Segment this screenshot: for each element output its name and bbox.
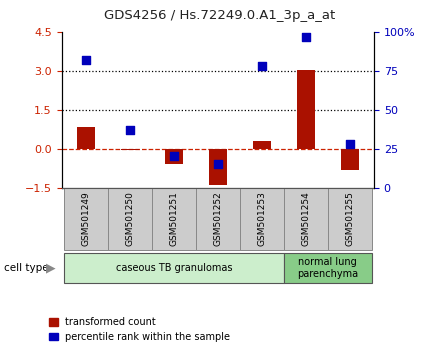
Bar — [240, 188, 284, 250]
Bar — [284, 188, 328, 250]
Bar — [196, 188, 240, 250]
Text: GSM501250: GSM501250 — [125, 191, 134, 246]
Bar — [165, 149, 183, 164]
Text: cell type: cell type — [4, 263, 49, 273]
Text: GSM501252: GSM501252 — [213, 191, 222, 246]
Point — [170, 154, 177, 159]
Point — [126, 127, 133, 133]
Bar — [253, 141, 271, 149]
Bar — [121, 149, 139, 150]
Bar — [64, 253, 284, 283]
Point — [346, 141, 353, 147]
Bar — [64, 188, 108, 250]
Legend: transformed count, percentile rank within the sample: transformed count, percentile rank withi… — [49, 317, 231, 342]
Point — [82, 57, 89, 63]
Text: normal lung
parenchyma: normal lung parenchyma — [297, 257, 358, 279]
Bar — [108, 188, 152, 250]
Bar — [284, 253, 372, 283]
Bar — [209, 149, 227, 185]
Text: GDS4256 / Hs.72249.0.A1_3p_a_at: GDS4256 / Hs.72249.0.A1_3p_a_at — [104, 9, 336, 22]
Bar — [77, 127, 95, 149]
Text: GSM501255: GSM501255 — [345, 191, 354, 246]
Text: GSM501254: GSM501254 — [301, 191, 310, 246]
Text: GSM501253: GSM501253 — [257, 191, 266, 246]
Bar — [341, 149, 359, 170]
Text: ▶: ▶ — [46, 262, 55, 275]
Point — [258, 63, 265, 69]
Text: GSM501251: GSM501251 — [169, 191, 178, 246]
Point — [214, 161, 221, 167]
Text: caseous TB granulomas: caseous TB granulomas — [116, 263, 232, 273]
Bar — [297, 70, 315, 149]
Bar — [152, 188, 196, 250]
Point — [302, 34, 309, 39]
Bar — [328, 188, 372, 250]
Text: GSM501249: GSM501249 — [81, 191, 90, 246]
